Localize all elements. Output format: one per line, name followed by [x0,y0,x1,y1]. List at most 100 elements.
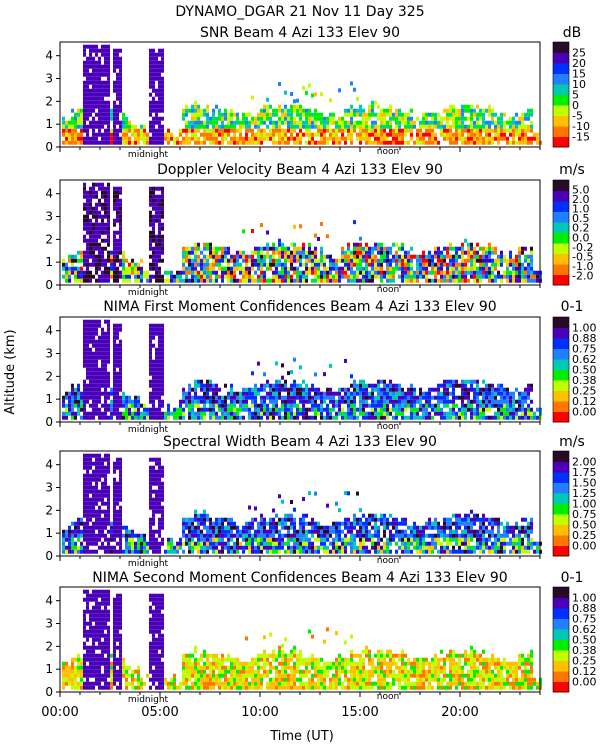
data-cell [98,202,101,207]
data-cell [356,112,359,117]
data-cell [386,254,389,259]
colorbar-label: 0.00 [572,406,597,419]
data-cell [98,262,101,267]
data-cell [158,399,161,404]
data-cell [275,124,278,129]
data-cell [206,270,209,275]
colorbar-swatch [553,380,569,391]
data-cell [86,453,89,458]
data-cell [353,270,356,275]
data-cell [314,116,317,121]
data-cell [161,140,164,145]
data-cell [437,403,440,408]
data-cell [461,399,464,404]
data-cell [185,104,188,109]
data-cell [104,230,107,235]
data-cell [80,403,83,408]
data-cell [149,238,152,243]
data-cell [161,351,164,356]
data-cell [425,120,428,125]
data-cell [107,68,110,73]
data-cell [317,116,320,121]
data-cell [353,250,356,255]
data-cell [209,411,212,416]
data-cell [314,372,317,377]
data-cell [344,266,347,271]
data-cell [119,533,122,538]
colorbar-swatch [553,390,569,402]
data-cell [257,136,260,141]
data-cell [326,415,329,420]
data-cell [182,399,185,404]
data-cell [158,339,161,344]
data-cell [323,407,326,412]
panel-title: Spectral Width Beam 4 Azi 133 Elev 90 [163,434,437,450]
data-cell [182,533,185,538]
data-cell [296,270,299,275]
data-cell [161,96,164,101]
data-cell [368,383,371,388]
data-cell [98,379,101,384]
data-cell [395,242,398,247]
data-cell [221,545,224,550]
data-cell [110,140,113,145]
data-cell [233,525,236,530]
data-cell [176,278,179,283]
data-cell [446,266,449,271]
data-cell [347,395,350,400]
data-cell [116,457,119,462]
data-cell [410,246,413,251]
data-cell [521,112,524,117]
data-cell [92,136,95,141]
data-cell [167,278,170,283]
data-cell [104,194,107,199]
data-cell [290,92,293,97]
data-cell [365,254,368,259]
data-cell [503,254,506,259]
data-cell [155,331,158,336]
data-cell [233,415,236,420]
data-cell [158,80,161,85]
data-cell [71,415,74,420]
data-cell [314,262,317,267]
data-cell [371,108,374,113]
data-cell [248,140,251,145]
data-cell [155,258,158,263]
data-cell [83,513,86,518]
data-cell [428,270,431,275]
data-cell [389,379,392,384]
data-cell [158,242,161,247]
data-cell [167,140,170,145]
data-cell [482,128,485,133]
data-cell [119,545,122,550]
data-cell [299,278,302,283]
data-cell [107,56,110,61]
data-cell [455,116,458,121]
data-cell [455,266,458,271]
data-cell [107,461,110,466]
data-cell [296,411,299,416]
data-cell [71,124,74,129]
data-cell [152,481,155,486]
data-cell [113,525,116,530]
data-cell [443,391,446,396]
data-cell [224,270,227,275]
data-cell [503,136,506,141]
data-cell [278,254,281,259]
data-cell [446,124,449,129]
data-cell [404,407,407,412]
data-cell [92,359,95,364]
data-cell [524,415,527,420]
data-cell [491,391,494,396]
data-cell [161,375,164,380]
data-cell [170,545,173,550]
data-cell [239,132,242,137]
data-cell [335,128,338,133]
data-cell [131,533,134,538]
data-cell [92,537,95,542]
data-cell [92,469,95,474]
data-cell [89,140,92,145]
data-cell [194,383,197,388]
data-cell [212,545,215,550]
data-cell [113,411,116,416]
